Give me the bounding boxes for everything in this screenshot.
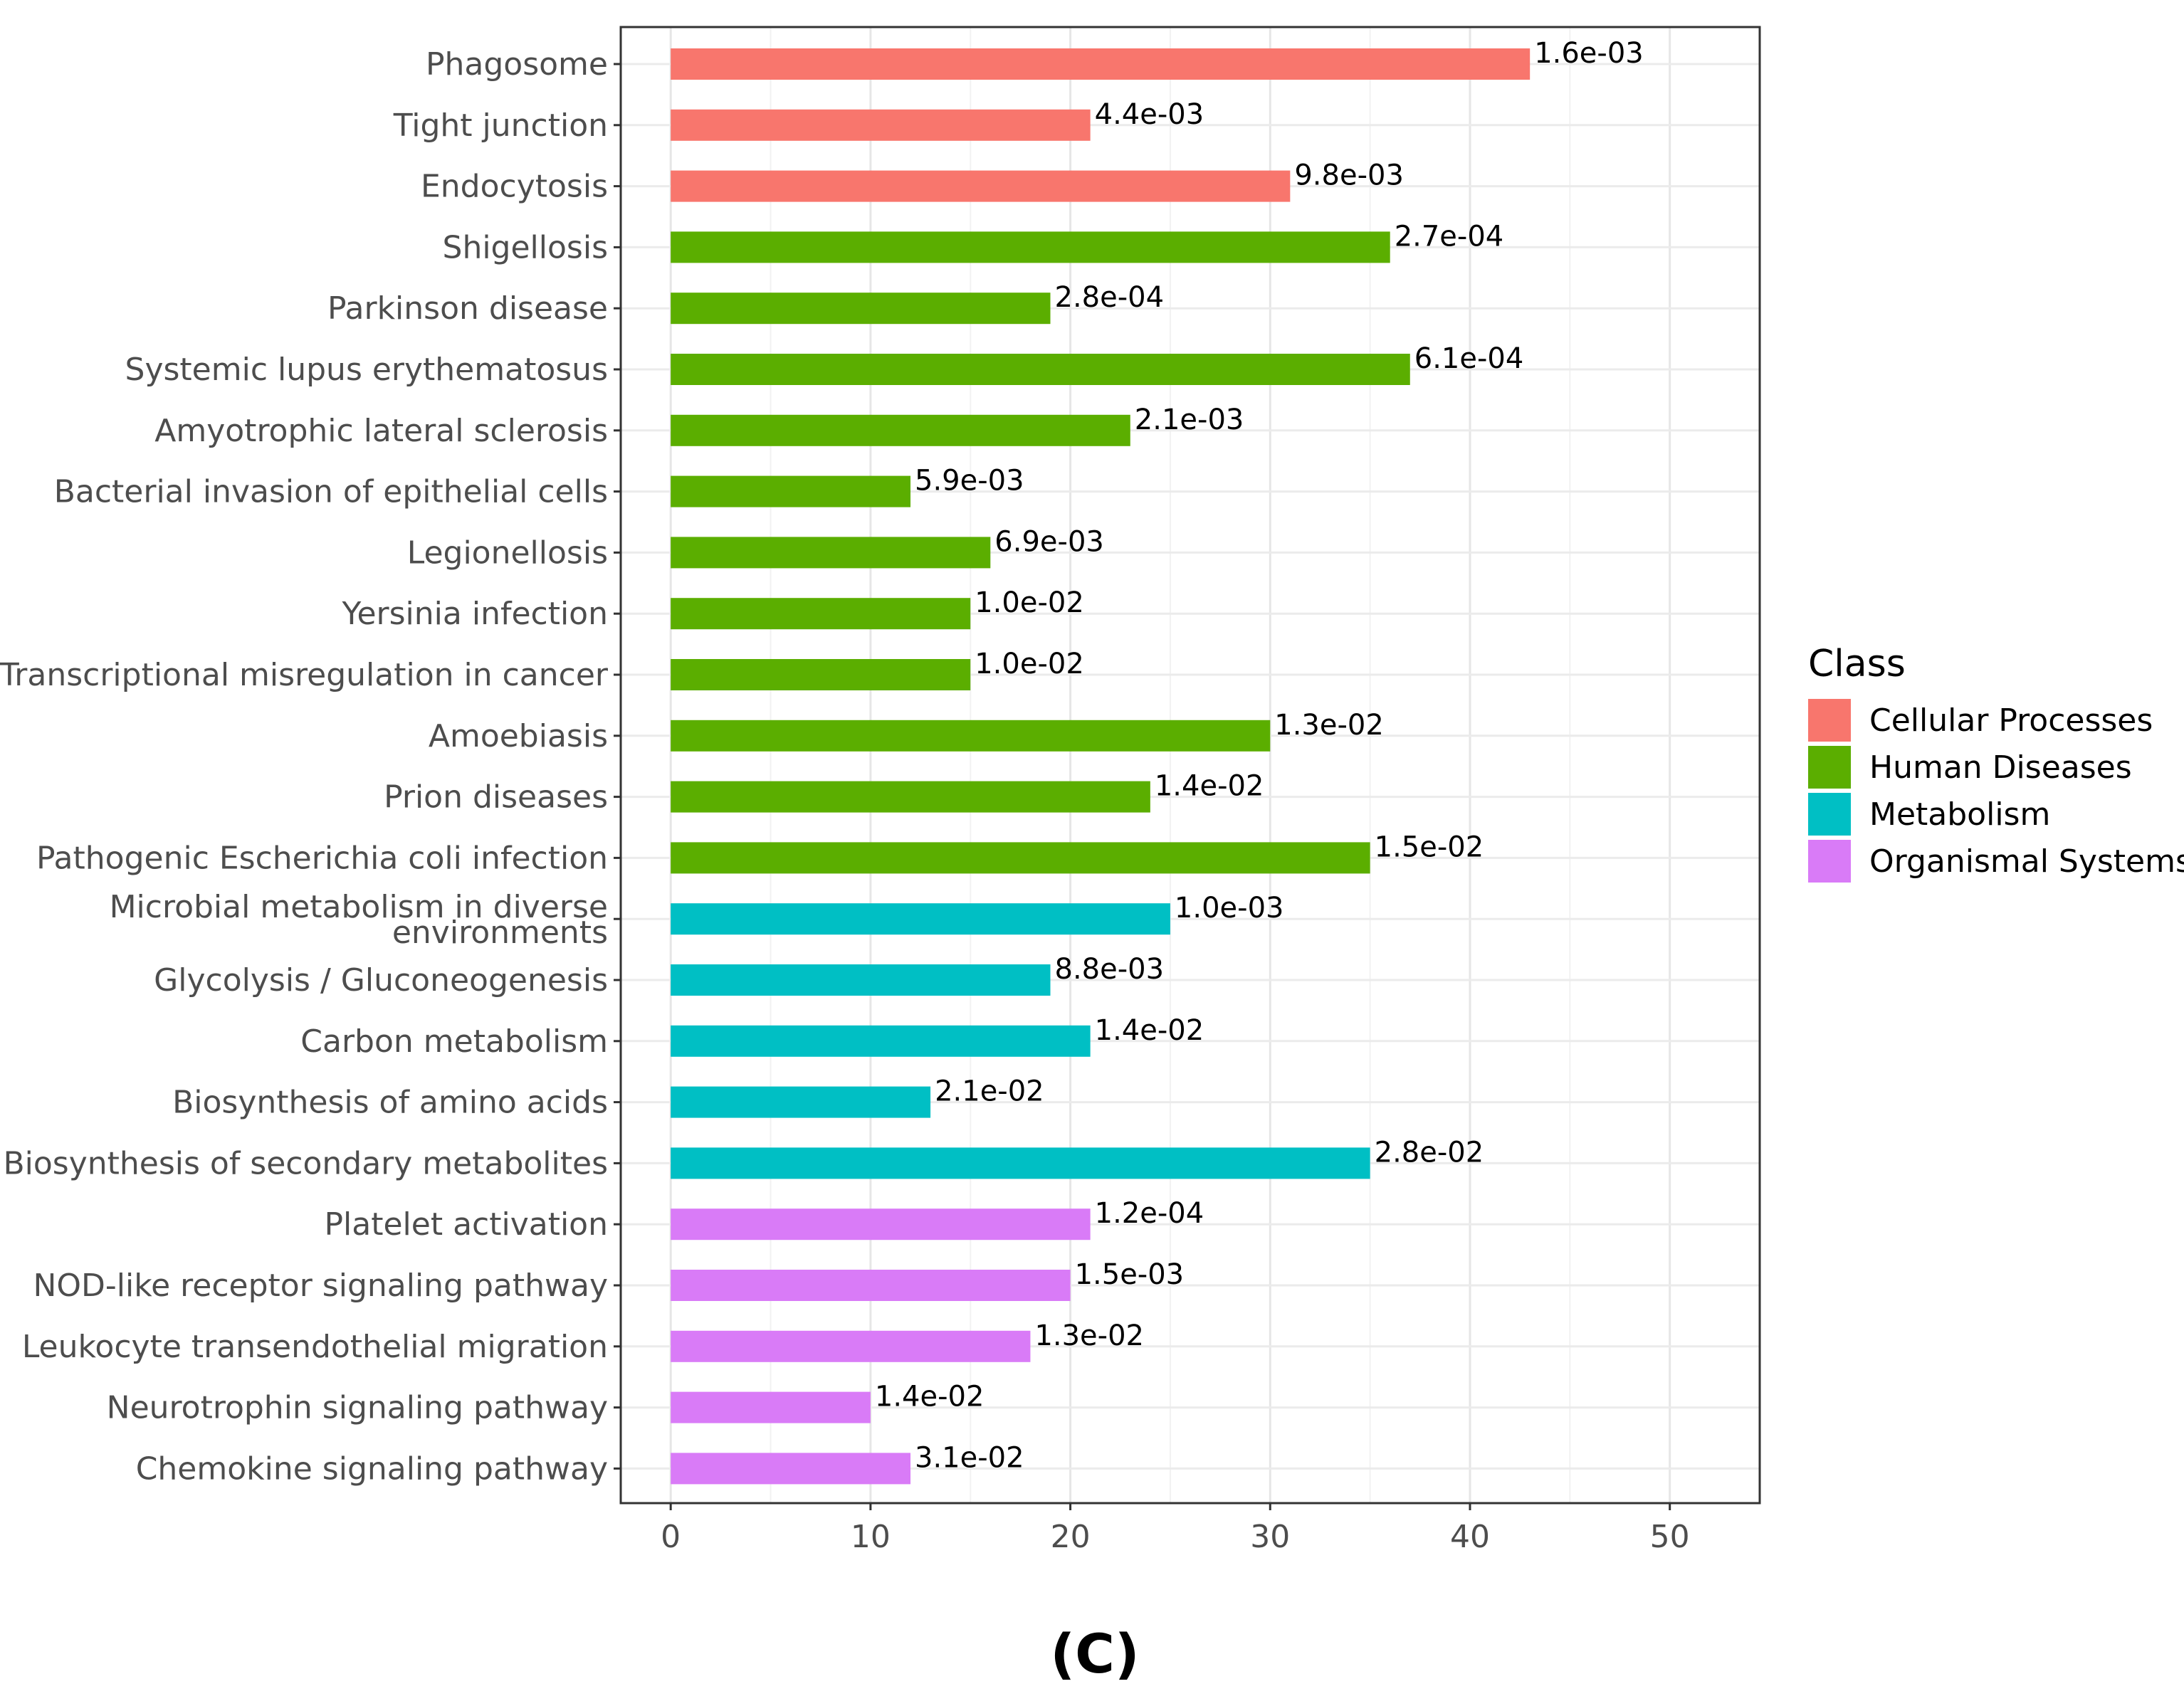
bar-value-label: 1.0e-02 — [975, 586, 1084, 619]
category-label: Prion diseases — [384, 779, 608, 816]
x-tick-label: 20 — [1051, 1519, 1091, 1555]
legend-label: Human Diseases — [1869, 749, 2132, 786]
category-label: Tight junction — [393, 107, 608, 144]
legend-key — [1808, 699, 1851, 742]
bar-value-label: 2.7e-04 — [1395, 220, 1504, 253]
plot-panel-border — [619, 26, 1761, 1505]
category-label: Systemic lupus erythematosus — [125, 352, 608, 388]
bar-value-label: 8.8e-03 — [1055, 953, 1165, 986]
bar — [671, 1270, 1071, 1301]
legend-label: Organismal Systems — [1869, 843, 2184, 880]
legend-label: Metabolism — [1869, 796, 2050, 833]
bar-value-label: 1.6e-03 — [1534, 37, 1644, 70]
bar-value-label: 2.8e-04 — [1055, 281, 1165, 314]
panel-caption: (C) — [1050, 1622, 1139, 1685]
category-label: Leukocyte transendothelial migration — [22, 1329, 608, 1365]
category-label: Carbon metabolism — [300, 1023, 608, 1060]
bar-value-label: 1.0e-03 — [1175, 892, 1284, 925]
category-label: Transcriptional misregulation in cancer — [0, 657, 609, 693]
bar-value-label: 4.4e-03 — [1095, 98, 1204, 131]
bar-value-label: 6.1e-04 — [1414, 342, 1524, 375]
bar — [671, 170, 1291, 202]
bar — [671, 842, 1370, 874]
category-label: Phagosome — [426, 46, 608, 83]
x-tick-label: 50 — [1650, 1519, 1690, 1555]
bar — [671, 1453, 911, 1485]
bar-value-label: 2.1e-03 — [1135, 404, 1244, 436]
bar-value-label: 9.8e-03 — [1294, 159, 1404, 192]
bar — [671, 293, 1051, 325]
category-label: Legionellosis — [407, 534, 608, 571]
bar — [671, 903, 1170, 935]
legend: Class Cellular Processes Human Diseases Me… — [1808, 643, 2184, 883]
category-label: Biosynthesis of amino acids — [172, 1085, 608, 1121]
legend-key — [1808, 793, 1851, 836]
bar-value-label: 6.9e-03 — [994, 525, 1104, 558]
bar — [671, 1330, 1031, 1362]
bar — [671, 1391, 871, 1423]
category-label: Neurotrophin signaling pathway — [107, 1390, 608, 1426]
bar — [671, 414, 1130, 446]
legend-title: Class — [1808, 643, 1906, 685]
y-axis-category-labels: Phagosome Tight junction Endocytosis Shigel… — [0, 46, 621, 1487]
bar — [671, 475, 911, 507]
x-tick-label: 30 — [1250, 1519, 1290, 1555]
bar-value-label: 1.5e-03 — [1075, 1258, 1185, 1291]
bar — [671, 1147, 1370, 1179]
bar — [671, 1086, 931, 1118]
category-label: Bacterial invasion of epithelial cells — [54, 474, 608, 510]
category-label: NOD-like receptor signaling pathway — [33, 1268, 608, 1304]
category-label: Shigellosis — [443, 229, 608, 265]
category-label: Endocytosis — [421, 169, 608, 205]
bar-value-label: 2.8e-02 — [1375, 1136, 1484, 1169]
category-label: Amoebiasis — [429, 718, 608, 754]
category-label: Yersinia infection — [341, 596, 608, 632]
category-label: Biosynthesis of secondary metabolites — [3, 1145, 608, 1181]
bar-value-label: 1.4e-02 — [1155, 770, 1264, 803]
bar — [671, 231, 1390, 263]
x-tick-label: 10 — [851, 1519, 891, 1555]
bar-value-label: 3.1e-02 — [915, 1441, 1024, 1474]
bar-value-label: 1.0e-02 — [975, 648, 1084, 680]
bar — [671, 1025, 1091, 1057]
category-label: Parkinson disease — [327, 290, 608, 327]
bar-value-label: 1.5e-02 — [1375, 831, 1484, 863]
bar-value-label: 1.3e-02 — [1034, 1320, 1144, 1352]
bar — [671, 598, 971, 630]
x-tick-label: 40 — [1450, 1519, 1490, 1555]
bar-value-label: 1.4e-02 — [1095, 1014, 1204, 1047]
bar — [671, 781, 1150, 813]
category-label: Glycolysis / Gluconeogenesis — [154, 962, 608, 999]
bar-value-label: 1.3e-02 — [1274, 709, 1384, 742]
bar — [671, 48, 1531, 80]
x-tick-label: 0 — [661, 1519, 681, 1555]
bar-value-label: 2.1e-02 — [935, 1075, 1044, 1108]
bar — [671, 659, 971, 690]
category-label: Amyotrophic lateral sclerosis — [154, 413, 608, 449]
bar-value-label: 1.2e-04 — [1095, 1197, 1204, 1230]
category-label: Platelet activation — [325, 1206, 609, 1243]
legend-items: Cellular Processes Human Diseases Metaboli… — [1808, 699, 2184, 883]
bar — [671, 354, 1410, 385]
category-label: Chemokine signaling pathway — [136, 1450, 608, 1487]
bar — [671, 964, 1051, 996]
category-label: Microbial metabolism in diverse environme… — [110, 889, 608, 951]
bar — [671, 109, 1091, 141]
legend-key — [1808, 746, 1851, 789]
bar-value-label: 5.9e-03 — [915, 465, 1024, 497]
legend-label: Cellular Processes — [1869, 702, 2153, 739]
bar-value-labels: 1.6e-03 4.4e-03 9.8e-03 2.7e-04 2.8e-04 6.1e-… — [875, 37, 1644, 1474]
bar — [671, 720, 1271, 752]
bar-value-label: 1.4e-02 — [875, 1381, 985, 1413]
bar — [671, 1208, 1091, 1241]
legend-key — [1808, 840, 1851, 883]
bar — [671, 537, 991, 569]
x-axis-ticks: 0 10 20 30 40 50 — [661, 1503, 1690, 1555]
bars — [671, 48, 1531, 1485]
category-label: Pathogenic Escherichia coli infection — [36, 840, 608, 876]
